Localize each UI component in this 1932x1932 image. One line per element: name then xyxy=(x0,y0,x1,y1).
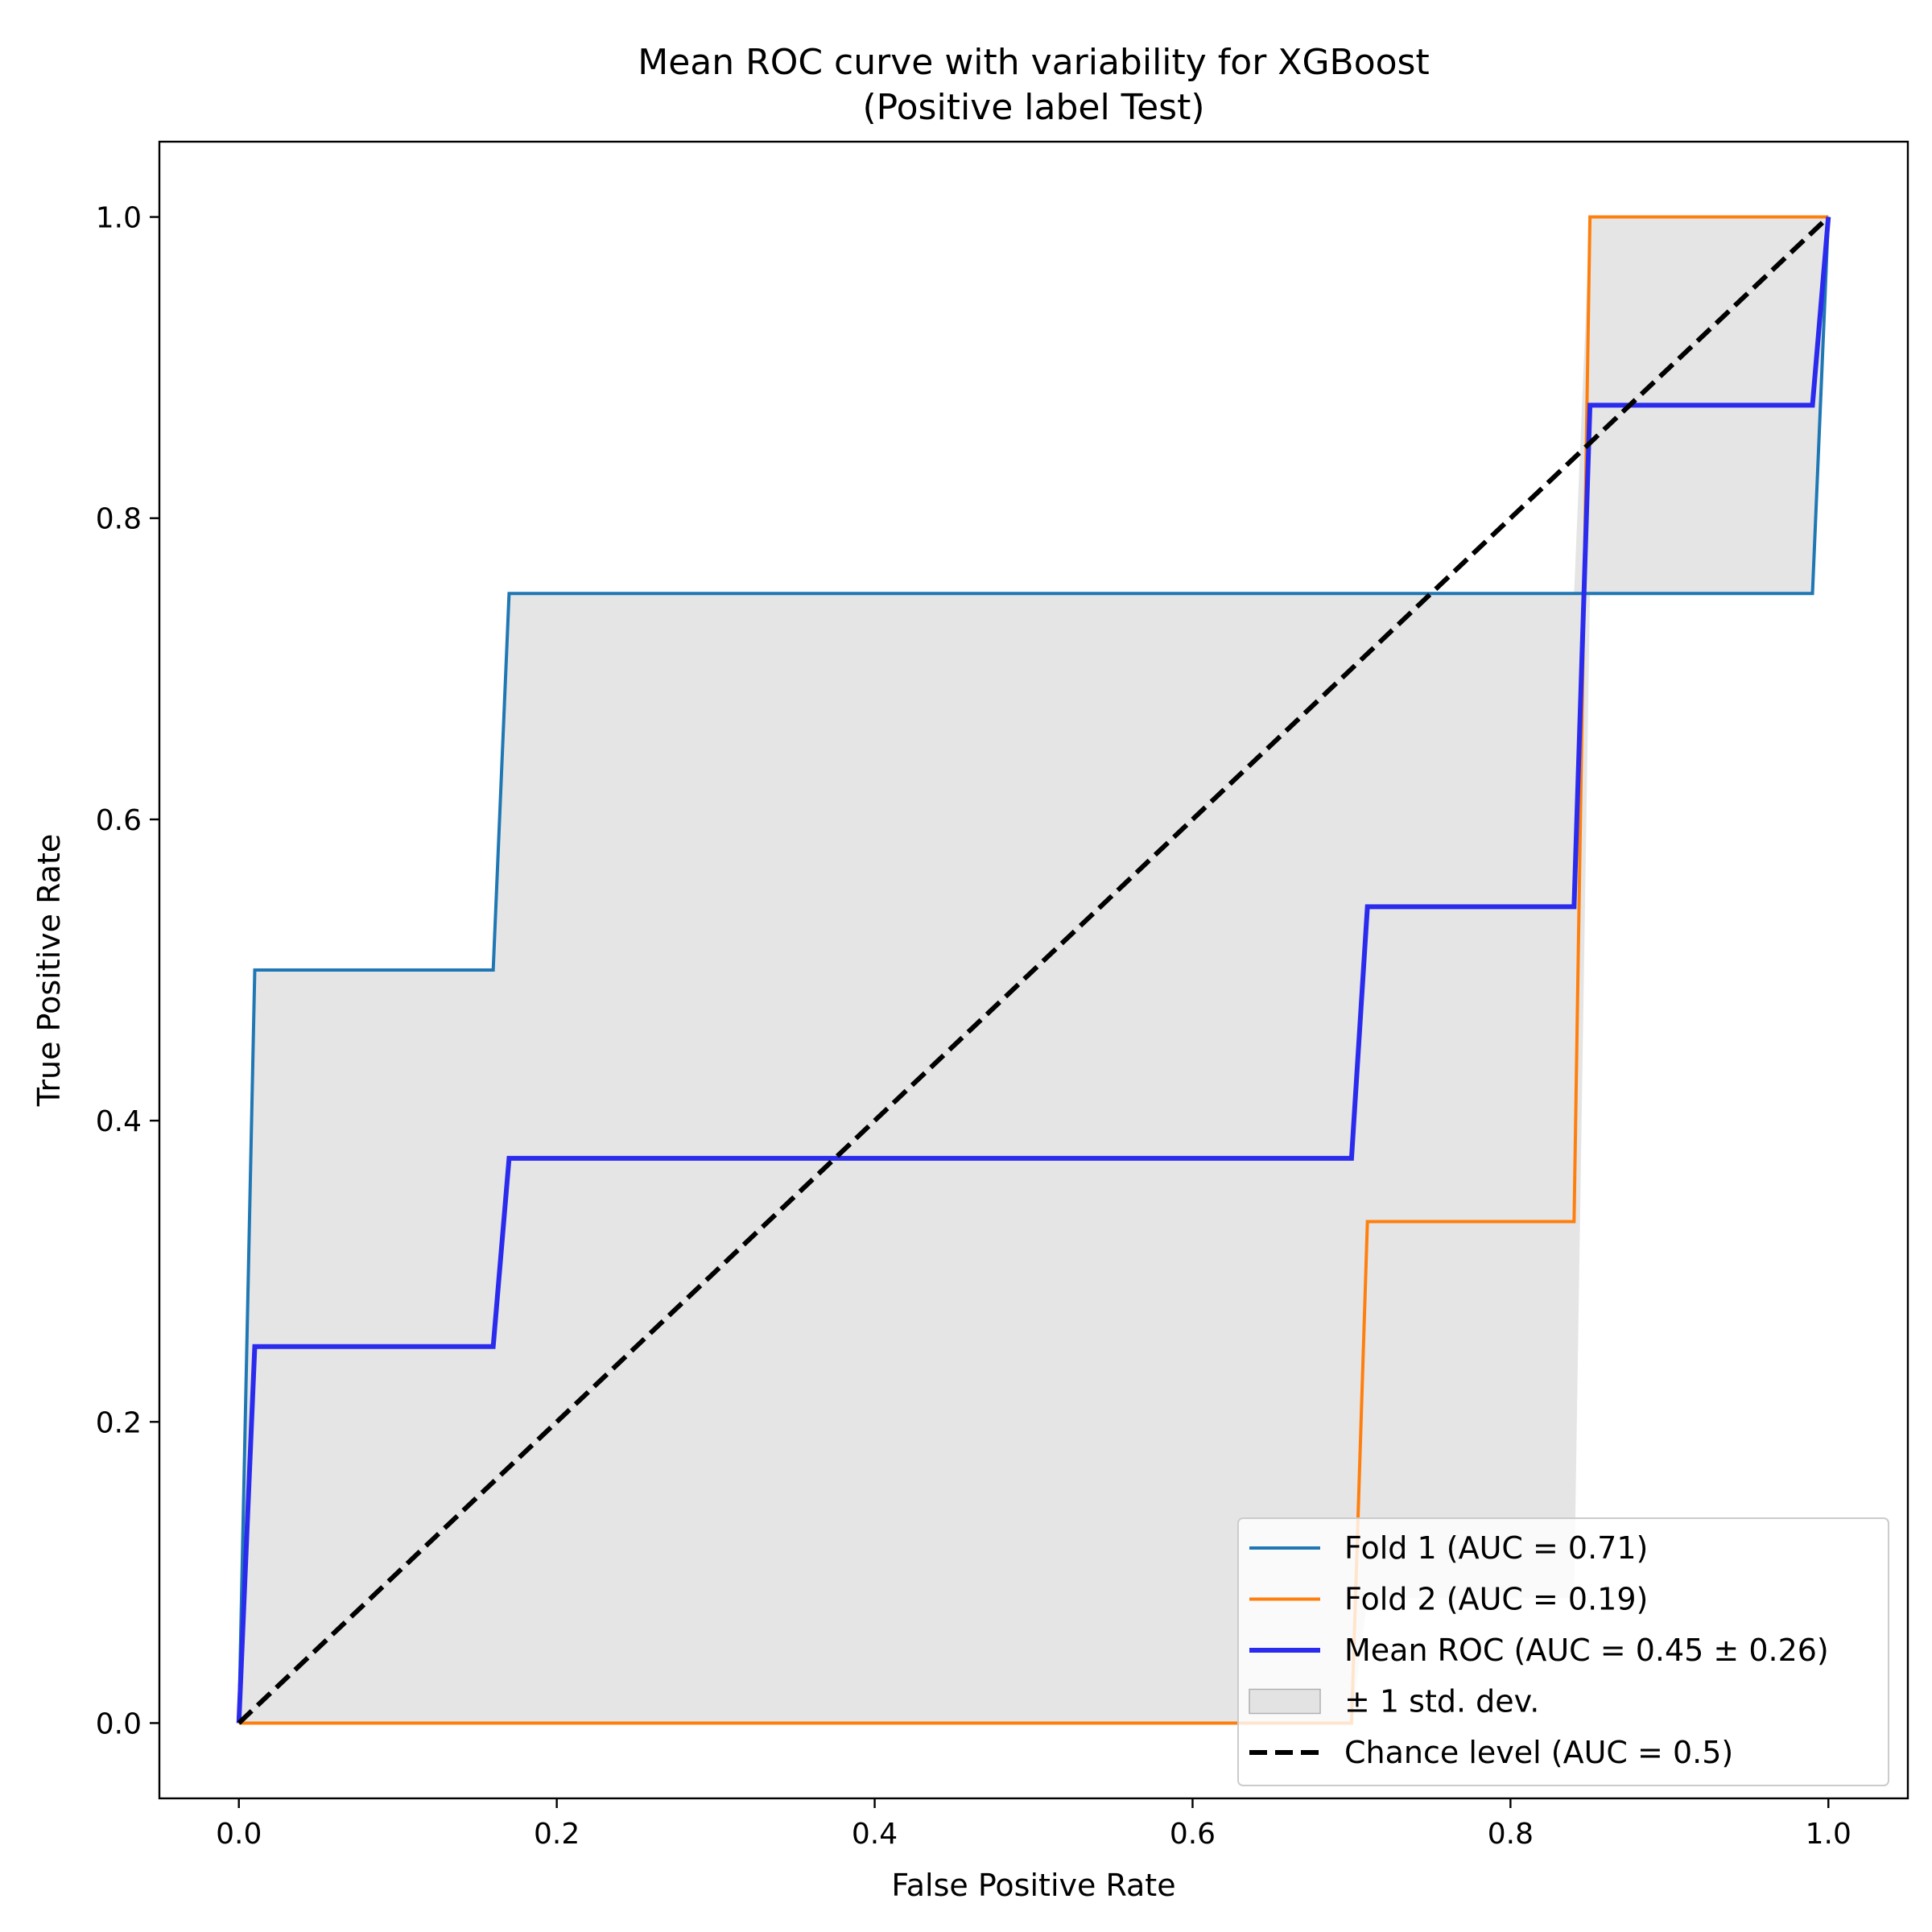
legend-label: Fold 1 (AUC = 0.71) xyxy=(1344,1530,1648,1566)
legend-box xyxy=(1237,1517,1889,1786)
series-line-mean-roc-auc-0-45-0-26 xyxy=(236,217,1831,1724)
legend-label: Fold 2 (AUC = 0.19) xyxy=(1344,1582,1648,1617)
plot-frame xyxy=(158,140,1909,1800)
chart-subtitle: (Positive label Test) xyxy=(863,87,1205,128)
x-tick-label: 0.2 xyxy=(534,1818,580,1851)
x-ticks: 0.0 0.2 0.4 0.6 0.8 1.0 xyxy=(216,1798,1852,1851)
x-tick-label: 0.4 xyxy=(852,1818,898,1851)
chart-title: Mean ROC curve with variability for XGBo… xyxy=(638,42,1429,83)
x-tick-label: 0.8 xyxy=(1488,1818,1534,1851)
legend-label: Mean ROC (AUC = 0.45 ± 0.26) xyxy=(1344,1633,1829,1668)
y-tick-label: 0.2 xyxy=(96,1406,142,1439)
legend-label: ± 1 std. dev. xyxy=(1344,1684,1539,1719)
y-tick-label: 0.6 xyxy=(96,804,142,837)
x-tick-label: 0.0 xyxy=(216,1818,262,1851)
x-tick-label: 0.6 xyxy=(1170,1818,1216,1851)
y-tick-label: 0.8 xyxy=(96,503,142,536)
y-tick-label: 0.4 xyxy=(96,1105,142,1138)
legend-label: Chance level (AUC = 0.5) xyxy=(1344,1735,1733,1770)
series-line-fold-2-auc-0-19 xyxy=(238,215,1829,1725)
x-tick-label: 1.0 xyxy=(1806,1818,1852,1851)
series-line-fold-1-auc-0-71 xyxy=(237,217,1831,1724)
series-line-chance-level-auc-0-5 xyxy=(237,215,1831,1725)
x-axis-label: False Positive Rate xyxy=(891,1868,1175,1903)
y-tick-label: 1.0 xyxy=(96,202,142,235)
y-ticks: 0.0 0.2 0.4 0.6 0.8 1.0 xyxy=(96,202,159,1740)
series-layer xyxy=(236,215,1831,1725)
y-tick-label: 0.0 xyxy=(96,1707,142,1740)
legend-swatch-std-band xyxy=(1249,1688,1321,1715)
y-axis-label: True Positive Rate xyxy=(31,834,67,1108)
legend: Fold 1 (AUC = 0.71) Fold 2 (AUC = 0.19) Me… xyxy=(1237,1517,1889,1786)
